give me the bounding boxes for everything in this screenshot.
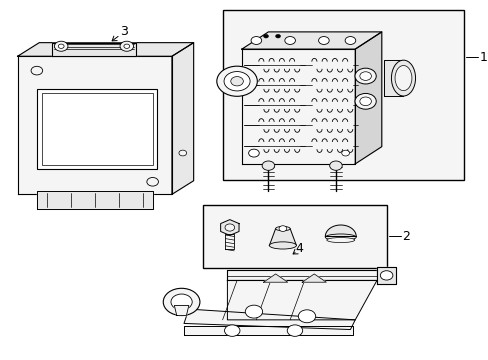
Bar xyxy=(37,89,157,169)
Circle shape xyxy=(275,35,280,38)
Text: 2: 2 xyxy=(402,230,409,243)
Circle shape xyxy=(359,72,371,80)
Ellipse shape xyxy=(325,234,355,240)
Polygon shape xyxy=(172,42,193,194)
Circle shape xyxy=(286,325,302,336)
Circle shape xyxy=(224,224,234,231)
Polygon shape xyxy=(174,306,188,316)
Polygon shape xyxy=(183,309,354,329)
Text: 1: 1 xyxy=(479,51,487,64)
Polygon shape xyxy=(18,42,193,56)
Polygon shape xyxy=(227,270,376,280)
Polygon shape xyxy=(302,274,325,282)
Circle shape xyxy=(279,226,286,231)
Circle shape xyxy=(146,177,158,186)
Circle shape xyxy=(179,150,186,156)
Circle shape xyxy=(216,66,257,96)
Ellipse shape xyxy=(269,242,296,249)
Polygon shape xyxy=(183,326,352,335)
Circle shape xyxy=(263,35,268,38)
Polygon shape xyxy=(242,32,381,49)
Ellipse shape xyxy=(394,66,411,91)
Polygon shape xyxy=(220,220,239,235)
Circle shape xyxy=(123,44,129,48)
Circle shape xyxy=(380,271,392,280)
Circle shape xyxy=(171,294,192,310)
Circle shape xyxy=(250,37,261,44)
Circle shape xyxy=(318,37,328,44)
Ellipse shape xyxy=(326,238,354,243)
Circle shape xyxy=(230,77,243,86)
Circle shape xyxy=(224,325,240,336)
Circle shape xyxy=(31,66,42,75)
Bar xyxy=(41,93,152,165)
Circle shape xyxy=(329,161,342,170)
Circle shape xyxy=(284,37,295,44)
Polygon shape xyxy=(225,234,234,249)
Circle shape xyxy=(120,41,133,51)
Polygon shape xyxy=(242,49,354,164)
Circle shape xyxy=(262,161,274,170)
Polygon shape xyxy=(384,60,403,96)
Circle shape xyxy=(245,305,262,318)
Circle shape xyxy=(298,310,315,323)
Polygon shape xyxy=(227,280,376,320)
Circle shape xyxy=(359,97,371,105)
Polygon shape xyxy=(269,229,296,246)
Polygon shape xyxy=(18,56,172,194)
Polygon shape xyxy=(354,32,381,164)
Circle shape xyxy=(354,94,375,109)
Circle shape xyxy=(224,72,249,91)
Circle shape xyxy=(163,288,200,316)
Polygon shape xyxy=(37,191,152,209)
Text: 3: 3 xyxy=(120,25,127,38)
Polygon shape xyxy=(263,274,287,282)
Circle shape xyxy=(58,44,64,48)
Circle shape xyxy=(54,41,68,51)
Circle shape xyxy=(341,150,349,156)
Ellipse shape xyxy=(275,226,289,231)
Polygon shape xyxy=(325,225,355,237)
Circle shape xyxy=(345,37,355,44)
Ellipse shape xyxy=(390,60,415,96)
Text: 4: 4 xyxy=(295,242,303,255)
Bar xyxy=(222,10,463,180)
Circle shape xyxy=(354,68,375,84)
Circle shape xyxy=(248,149,259,157)
Bar xyxy=(203,205,386,268)
Polygon shape xyxy=(51,42,136,56)
Polygon shape xyxy=(376,267,395,284)
